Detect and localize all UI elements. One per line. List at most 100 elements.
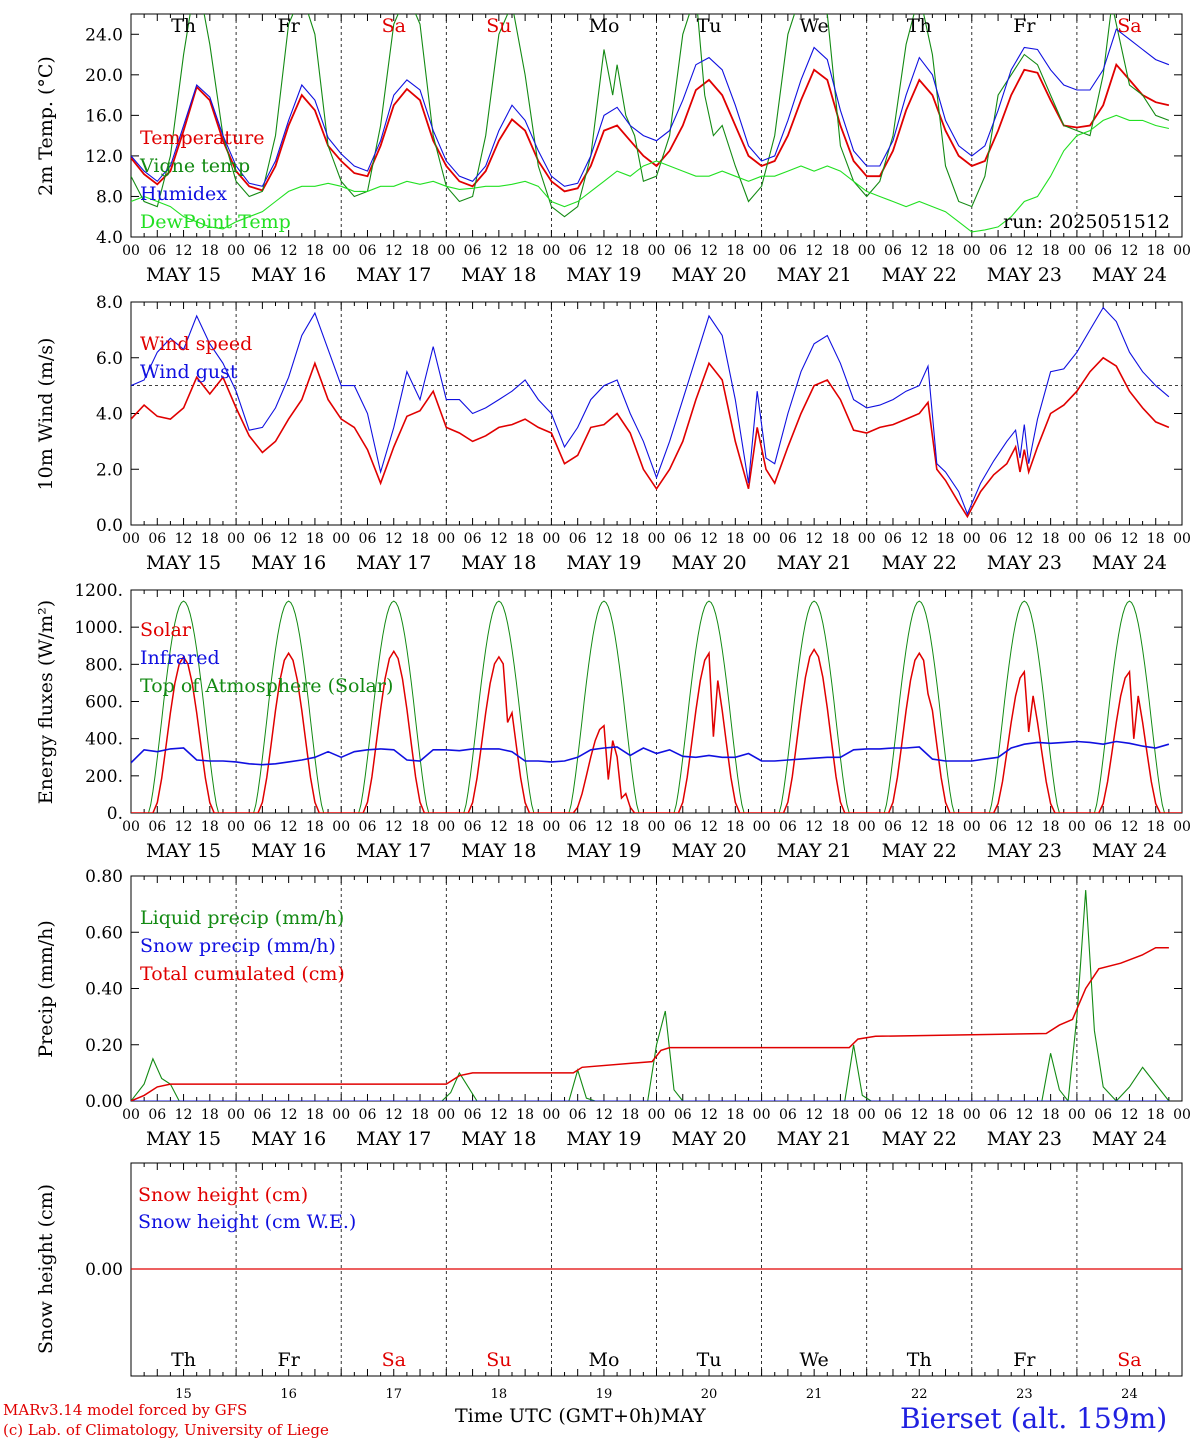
infrared-line: [131, 740, 1170, 766]
y-tick-label: 1200.: [74, 581, 123, 601]
day-number-label: 16: [280, 1387, 297, 1402]
hour-tick-label: 06: [1094, 819, 1112, 835]
legend-entry: Liquid precip (mm/h): [140, 907, 344, 929]
hour-tick-label: 18: [516, 531, 534, 547]
hour-tick-label: 18: [937, 819, 955, 835]
hour-tick-label: 06: [148, 819, 166, 835]
weekday-label: Mo: [588, 1349, 619, 1371]
hour-tick-label: 18: [726, 531, 744, 547]
hour-tick-label: 06: [884, 243, 902, 259]
precip-series-line: [131, 890, 1170, 1101]
y-tick-label: 0.60: [85, 923, 123, 943]
date-label: MAY 19: [566, 264, 641, 286]
legend-entry: Humidex: [140, 183, 227, 205]
hour-tick-label: 06: [989, 1107, 1007, 1123]
hour-tick-label: 00: [648, 819, 666, 835]
weekday-label: Fr: [1013, 1349, 1036, 1371]
hour-tick-label: 06: [253, 1107, 271, 1123]
hour-tick-label: 12: [1015, 243, 1033, 259]
hour-tick-label: 00: [1068, 819, 1086, 835]
hour-tick-label: 00: [753, 531, 771, 547]
hour-tick-label: 00: [332, 819, 350, 835]
date-label: MAY 23: [987, 1128, 1062, 1150]
hour-tick-label: 12: [1121, 243, 1139, 259]
weekday-label: Th: [907, 15, 932, 37]
hour-tick-label: 18: [411, 819, 429, 835]
date-label: MAY 18: [461, 1128, 536, 1150]
y-tick-label: 0.: [107, 804, 123, 824]
hour-tick-label: 12: [910, 531, 928, 547]
weekday-label: We: [800, 1349, 829, 1371]
y-axis-label: 2m Temp. (°C): [35, 56, 57, 196]
hour-tick-label: 12: [910, 1107, 928, 1123]
day-number-label: 22: [911, 1387, 928, 1402]
hour-tick-label: 12: [595, 531, 613, 547]
hour-tick-label: 00: [858, 819, 876, 835]
hour-tick-label: 06: [884, 1107, 902, 1123]
hour-tick-label: 00: [122, 243, 140, 259]
hour-tick-label: 12: [805, 819, 823, 835]
date-label: MAY 17: [356, 552, 431, 574]
hour-tick-label: 06: [569, 243, 587, 259]
weekday-label: Tu: [697, 1349, 722, 1371]
hour-tick-label: 18: [621, 819, 639, 835]
y-tick-label: 6.0: [96, 349, 123, 369]
date-label: MAY 17: [356, 1128, 431, 1150]
hour-tick-label: 12: [280, 531, 298, 547]
hour-tick-label: 06: [253, 531, 271, 547]
hour-tick-label: 06: [148, 243, 166, 259]
hour-tick-label: 18: [621, 531, 639, 547]
hour-tick-label: 00: [963, 243, 981, 259]
solar-line: [131, 648, 1182, 813]
hour-tick-label: 00: [332, 243, 350, 259]
hour-tick-label: 00: [1173, 243, 1191, 259]
date-label: MAY 20: [671, 840, 746, 862]
hour-tick-label: 12: [385, 819, 403, 835]
date-label: MAY 24: [1092, 840, 1167, 862]
hour-tick-label: 18: [832, 531, 850, 547]
hour-tick-label: 12: [1121, 1107, 1139, 1123]
hour-tick-label: 06: [884, 531, 902, 547]
hour-tick-label: 06: [779, 243, 797, 259]
hour-tick-label: 06: [1094, 1107, 1112, 1123]
hour-tick-label: 12: [490, 819, 508, 835]
hour-tick-label: 06: [989, 819, 1007, 835]
y-tick-label: 8.0: [96, 293, 123, 313]
date-label: MAY 23: [987, 552, 1062, 574]
hour-tick-label: 12: [1121, 819, 1139, 835]
hour-tick-label: 00: [122, 531, 140, 547]
date-label: MAY 24: [1092, 1128, 1167, 1150]
weekday-label: Su: [486, 15, 511, 37]
hour-tick-label: 00: [122, 819, 140, 835]
hour-tick-label: 18: [306, 531, 324, 547]
legend-entry: Solar: [140, 619, 192, 641]
hour-tick-label: 00: [227, 819, 245, 835]
hour-tick-label: 00: [122, 1107, 140, 1123]
date-label: MAY 20: [671, 552, 746, 574]
hour-tick-label: 06: [359, 819, 377, 835]
weekday-label: Sa: [382, 1349, 406, 1371]
temp-series-line: [131, 14, 1170, 218]
legend-entry: DewPoint Temp: [140, 211, 291, 233]
hour-tick-label: 12: [700, 531, 718, 547]
hour-tick-label: 00: [542, 1107, 560, 1123]
hour-tick-label: 18: [621, 243, 639, 259]
hour-tick-label: 12: [280, 243, 298, 259]
hour-tick-label: 00: [963, 1107, 981, 1123]
hour-tick-label: 18: [937, 1107, 955, 1123]
hour-tick-label: 06: [989, 243, 1007, 259]
date-label: MAY 24: [1092, 264, 1167, 286]
date-label: MAY 22: [882, 840, 957, 862]
hour-tick-label: 06: [464, 819, 482, 835]
hour-tick-label: 18: [1042, 243, 1060, 259]
date-label: MAY 18: [461, 840, 536, 862]
hour-tick-label: 18: [201, 1107, 219, 1123]
hour-tick-label: 00: [542, 819, 560, 835]
hour-tick-label: 18: [1042, 1107, 1060, 1123]
hour-tick-label: 12: [385, 1107, 403, 1123]
weekday-label: Th: [171, 1349, 196, 1371]
legend-entry: Snow height (cm): [138, 1184, 308, 1206]
hour-tick-label: 12: [175, 819, 193, 835]
legend-entry: Wind speed: [140, 333, 252, 355]
day-number-label: 18: [491, 1387, 508, 1402]
